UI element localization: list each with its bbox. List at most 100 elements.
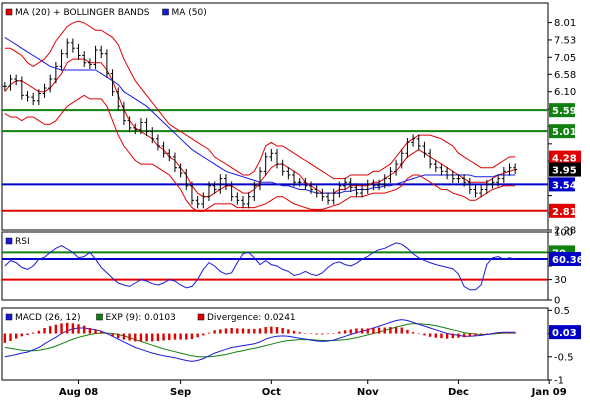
legend-label-macd: Divergence: 0.0241 (207, 313, 296, 323)
value-badge-label-macd: 0.03 (552, 328, 577, 339)
divergence-bar (468, 333, 472, 337)
divergence-bar (213, 330, 216, 334)
y-tick-label-price: 6.58 (554, 70, 576, 81)
divergence-bar (338, 331, 341, 334)
divergence-bar (122, 333, 126, 340)
divergence-bar (428, 333, 432, 337)
legend-swatch-price (162, 8, 169, 16)
divergence-bar (474, 333, 477, 336)
divergence-bar (258, 328, 262, 334)
y-tick-label-price: 7.53 (554, 35, 576, 46)
divergence-bar (219, 329, 222, 334)
divergence-bar (366, 328, 369, 334)
divergence-bar (457, 333, 460, 338)
y-tick-label-rsi: 100 (554, 228, 573, 239)
divergence-bar (3, 333, 7, 343)
legend-label-price: MA (20) + BOLLINGER BANDS (15, 8, 150, 18)
panel-frame-price (1, 2, 549, 231)
divergence-bar (241, 328, 245, 334)
divergence-bar (236, 328, 239, 334)
divergence-bar (281, 327, 284, 334)
divergence-bar (111, 333, 114, 337)
divergence-bar (270, 326, 273, 334)
divergence-bar (372, 327, 375, 334)
divergence-bar (440, 333, 443, 339)
divergence-bar (247, 328, 250, 334)
divergence-bar (9, 333, 12, 341)
y-tick-label-rsi: 30 (554, 275, 567, 286)
x-month-label: Sep (170, 387, 191, 398)
divergence-bar (434, 333, 437, 338)
divergence-bar (88, 327, 92, 334)
divergence-bar (185, 333, 188, 340)
legend-swatch-macd (5, 313, 13, 321)
y-tick-label-macd: -1 (554, 376, 564, 387)
legend-label-macd: MACD (26, 12) (15, 313, 81, 323)
divergence-bar (496, 332, 500, 334)
divergence-bar (502, 332, 506, 334)
divergence-bar (117, 333, 120, 339)
divergence-bar (162, 333, 165, 341)
y-tick-label-price: 7.05 (554, 53, 576, 64)
divergence-bar (275, 327, 279, 334)
divergence-bar (43, 327, 46, 334)
divergence-bar (60, 323, 63, 334)
level-badge-label-price: 2.81 (552, 207, 577, 218)
divergence-bar (128, 333, 131, 341)
divergence-bar (389, 327, 392, 334)
panel-frame-macd (1, 307, 549, 381)
divergence-bar (168, 333, 171, 341)
divergence-bar (423, 333, 426, 336)
divergence-bar (94, 329, 97, 334)
divergence-bar (411, 332, 415, 334)
divergence-bar (394, 327, 398, 334)
divergence-bar (513, 332, 517, 334)
divergence-bar (304, 333, 307, 334)
x-month-label: Jan 09 (531, 387, 567, 398)
divergence-bar (66, 322, 69, 334)
divergence-bar (349, 329, 352, 334)
divergence-bar (145, 333, 148, 342)
divergence-bar (190, 333, 194, 340)
level-badge-label-price: 3.54 (552, 180, 577, 191)
legend-swatch-macd (197, 313, 205, 321)
level-badge-price (549, 203, 575, 218)
level-badge-label-price: 5.59 (552, 106, 577, 117)
divergence-bar (264, 327, 267, 334)
divergence-bar (134, 333, 137, 342)
level-badge-price (549, 124, 575, 139)
legend-swatch-price (5, 8, 13, 16)
divergence-bar (377, 327, 381, 334)
legend-label-rsi: RSI (15, 237, 30, 247)
divergence-bar (451, 333, 454, 339)
y-tick-label-macd: 0.5 (554, 306, 570, 317)
level-badge-price (549, 103, 575, 118)
divergence-bar (253, 328, 256, 334)
divergence-bar (83, 325, 86, 334)
divergence-bar (287, 329, 290, 334)
bollinger-lower-line (4, 94, 516, 212)
y-tick-label-rsi: 0 (554, 296, 560, 307)
y-tick-label-price: 6.10 (554, 87, 576, 98)
divergence-bar (139, 333, 143, 342)
divergence-bar (315, 333, 318, 335)
divergence-bar (400, 327, 403, 334)
divergence-bar (173, 333, 177, 340)
x-month-label: Aug 08 (59, 387, 98, 398)
level-badge-price (549, 177, 575, 192)
legend-swatch-rsi (5, 237, 13, 245)
divergence-bar (14, 333, 18, 339)
divergence-bar (207, 332, 211, 334)
divergence-bar (383, 327, 386, 334)
value-badge-label-rsi: 60.36 (552, 255, 584, 266)
value-badge-label-price: 3.95 (552, 166, 577, 177)
divergence-bar (445, 333, 449, 339)
value-badge-price (549, 162, 581, 177)
value-badge-label-price: 4.28 (552, 154, 577, 165)
divergence-bar (332, 333, 335, 334)
divergence-bar (31, 332, 35, 334)
divergence-bar (179, 333, 182, 340)
divergence-bar (491, 333, 494, 334)
divergence-bar (479, 333, 483, 335)
